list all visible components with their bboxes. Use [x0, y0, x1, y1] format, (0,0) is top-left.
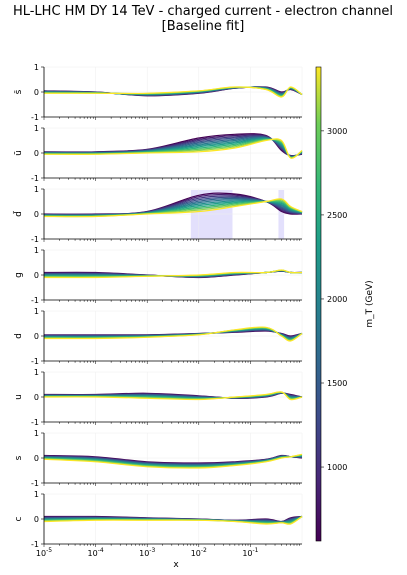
colorbar-tick-label: 2500	[327, 211, 347, 220]
series-line-12	[43, 138, 303, 159]
series-line-12	[43, 326, 303, 342]
y-tick-label: 0	[34, 210, 39, 219]
y-tick-label: 1	[34, 307, 39, 316]
y-tick-label: -1	[31, 357, 39, 366]
panel-3: -1 0 1 d̄	[12, 185, 303, 244]
colorbar-tick-label: 3000	[327, 127, 347, 136]
y-tick-label: 1	[34, 185, 39, 194]
x-tick-label: 10-5	[36, 547, 52, 558]
y-tick-label: -1	[31, 113, 39, 122]
panel-label: c	[14, 516, 24, 521]
y-tick-label: 1	[34, 490, 39, 499]
colorbar-tick-label: 1500	[327, 379, 347, 388]
y-tick-label: 1	[34, 63, 39, 72]
x-axis: 10-5 10-4 10-3 10-2 10-1	[36, 547, 259, 558]
colorbar-tick-label: 1000	[327, 463, 347, 472]
y-tick-label: -1	[31, 174, 39, 183]
panel-label: s̄	[14, 89, 24, 94]
x-tick-label: 10-2	[191, 547, 207, 558]
y-tick-label: -1	[31, 540, 39, 549]
panel-label: g	[14, 272, 24, 278]
y-tick-label: 0	[34, 88, 39, 97]
panel-label: s	[14, 455, 24, 460]
y-tick-label: 0	[34, 393, 39, 402]
y-tick-label: 0	[34, 515, 39, 524]
colorbar-tick-label: 2000	[327, 295, 347, 304]
y-tick-label: -1	[31, 479, 39, 488]
y-tick-label: 0	[34, 271, 39, 280]
panel-6: -1 0 1 u	[14, 368, 303, 427]
x-tick-label: 10-3	[139, 547, 155, 558]
panel-8: -1 0 1 c	[14, 490, 303, 549]
colorbar-gradient	[315, 66, 322, 542]
panel-5: -1 0 1 d	[14, 307, 303, 366]
y-tick-label: 1	[34, 429, 39, 438]
x-tick-label: 10-4	[88, 547, 104, 558]
panel-label: u	[14, 394, 24, 400]
colorbar: 1000 1500 2000 2500 3000 m_T (GeV)	[315, 66, 375, 542]
panel-1: -1 0 1 s̄	[14, 63, 303, 122]
series-line-12	[43, 198, 303, 218]
x-tick-label: 10-1	[242, 547, 258, 558]
series-line-12	[43, 391, 303, 401]
y-tick-label: 1	[34, 124, 39, 133]
panels-group: -1 0 1 s̄ -1 0 1 ū -1 0 1 d̄ -1 0 1 g -1 0 1 d -1 0 1 u -1 0 1 s -1 0…	[12, 63, 303, 549]
panel-label: d	[14, 333, 24, 339]
chart-title: HL-LHC HM DY 14 TeV - charged current - …	[13, 4, 393, 19]
panel-4: -1 0 1 g	[14, 246, 303, 305]
y-tick-label: 1	[34, 368, 39, 377]
y-tick-label: 0	[34, 332, 39, 341]
series-line-12	[43, 453, 303, 469]
series-line-12	[43, 516, 303, 525]
y-tick-label: -1	[31, 296, 39, 305]
y-tick-label: -1	[31, 235, 39, 244]
shaded-region-2	[278, 190, 285, 239]
y-tick-label: -1	[31, 418, 39, 427]
y-tick-label: 0	[34, 454, 39, 463]
colorbar-label: m_T (GeV)	[365, 280, 375, 327]
series-line-12	[44, 86, 303, 98]
series-line-12	[43, 269, 303, 279]
y-tick-label: 1	[34, 246, 39, 255]
panel-2: -1 0 1 ū	[14, 124, 303, 183]
x-axis-label: x	[173, 560, 179, 570]
panel-7: -1 0 1 s	[14, 429, 303, 488]
y-tick-label: 0	[34, 149, 39, 158]
panel-label: ū	[14, 150, 24, 156]
panel-label: d̄	[12, 210, 24, 217]
chart-subtitle: [Baseline fit]	[162, 19, 245, 34]
